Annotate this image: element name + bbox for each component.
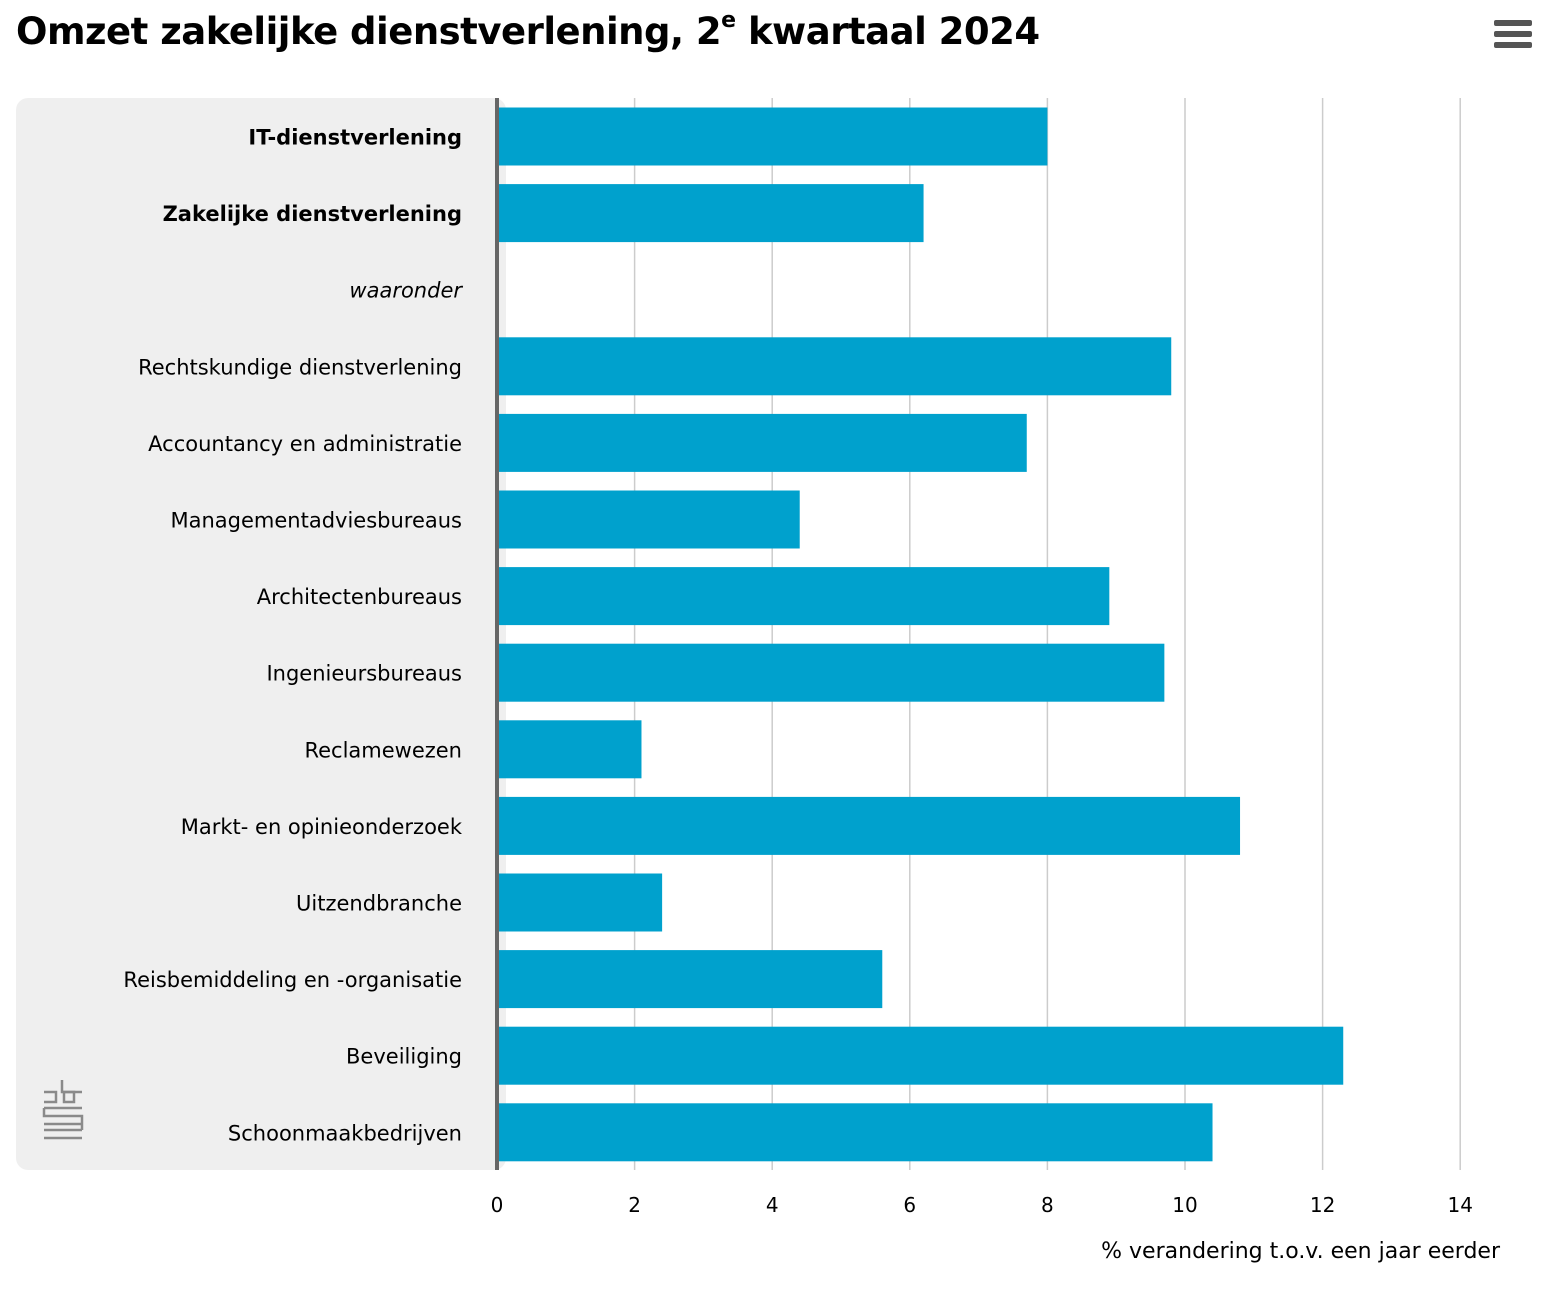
chart-title-superscript: e xyxy=(721,7,736,33)
x-tick-label: 12 xyxy=(1310,1193,1335,1217)
bar[interactable] xyxy=(497,643,1165,702)
category-label: Reclamewezen xyxy=(304,738,462,762)
category-label: Markt- en opinieonderzoek xyxy=(181,815,463,839)
menu-line xyxy=(1494,42,1532,48)
x-tick-label: 8 xyxy=(1041,1193,1054,1217)
bar[interactable] xyxy=(497,490,800,549)
chart-title-rest: kwartaal 2024 xyxy=(735,10,1040,53)
bar[interactable] xyxy=(497,950,883,1009)
x-tick-label: 14 xyxy=(1447,1193,1472,1217)
category-label: Beveiliging xyxy=(346,1045,462,1069)
bar[interactable] xyxy=(497,720,642,779)
category-label: Accountancy en administratie xyxy=(148,432,462,456)
chart-title-main: Omzet zakelijke dienstverlening, 2 xyxy=(16,10,722,53)
category-label: Zakelijke dienstverlening xyxy=(163,202,462,226)
category-label: Reisbemiddeling en -organisatie xyxy=(123,968,462,992)
bar[interactable] xyxy=(497,413,1027,472)
category-label: Rechtskundige dienstverlening xyxy=(138,355,462,379)
bar[interactable] xyxy=(497,184,924,243)
bar[interactable] xyxy=(497,796,1241,855)
menu-line xyxy=(1494,20,1532,26)
category-label: Managementadviesbureaus xyxy=(170,509,462,533)
menu-line xyxy=(1494,31,1532,37)
x-tick-label: 10 xyxy=(1172,1193,1197,1217)
category-label: Ingenieursbureaus xyxy=(266,662,462,686)
x-tick-labels: 0 2 4 6 8 10 12 14 xyxy=(491,1193,1473,1217)
x-tick-label: 2 xyxy=(628,1193,641,1217)
gridlines xyxy=(633,98,1461,1170)
x-tick-label: 0 xyxy=(491,1193,504,1217)
category-label-panel xyxy=(16,98,506,1170)
bar[interactable] xyxy=(497,567,1110,626)
x-axis-label: % verandering t.o.v. een jaar eerder xyxy=(1101,1239,1501,1264)
x-tick-label: 6 xyxy=(903,1193,916,1217)
bar[interactable] xyxy=(497,873,663,932)
bar[interactable] xyxy=(497,1026,1344,1085)
category-label: Architectenbureaus xyxy=(257,585,462,609)
bar[interactable] xyxy=(497,107,1048,166)
category-label: IT-dienstverlening xyxy=(248,126,462,150)
category-labels: IT-dienstverlening Zakelijke dienstverlen… xyxy=(123,126,463,1146)
category-label: Schoonmaakbedrijven xyxy=(228,1121,462,1145)
category-label: Uitzendbranche xyxy=(296,892,462,916)
bars xyxy=(497,107,1344,1162)
bar[interactable] xyxy=(497,337,1172,396)
chart-title: Omzet zakelijke dienstverlening, 2e kwar… xyxy=(16,7,1040,53)
bar[interactable] xyxy=(497,1103,1213,1162)
x-tick-label: 4 xyxy=(766,1193,779,1217)
category-label: waaronder xyxy=(349,279,463,303)
hamburger-menu-icon[interactable] xyxy=(1494,20,1534,52)
cbs-logo-icon xyxy=(42,1080,84,1140)
